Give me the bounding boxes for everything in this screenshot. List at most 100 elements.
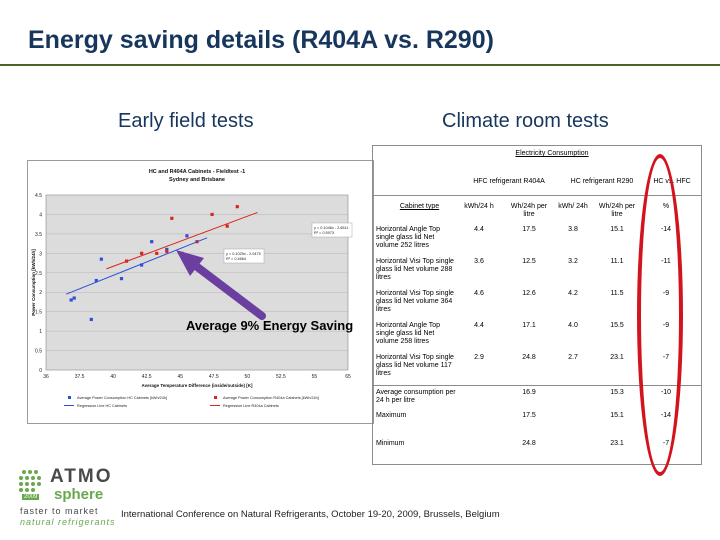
group-header-hc: HC refrigerant R290 [570, 178, 634, 185]
table-border-top [372, 145, 702, 146]
equation-text: y = 0.1046x - 2.6511 [314, 226, 348, 230]
y-tick-label: 0.5 [35, 349, 42, 355]
data-point [94, 278, 98, 283]
footer-conference: International Conference on Natural Refr… [121, 509, 500, 520]
logo-tagline-2: natural refrigerants [20, 517, 116, 527]
col-header-hc-wh-litre: Wh/24h per litre [598, 203, 636, 218]
table-summary-cell: 24.8 [522, 440, 536, 447]
table-row-label: Horizontal Angle Top single glass lid Ne… [376, 322, 441, 345]
y-tick-label: 3 [39, 251, 42, 257]
chart-title: HC and R404A Cabinets - Fieldtest -1 [149, 169, 245, 175]
data-point [165, 247, 169, 252]
table-summary-divider [372, 385, 702, 386]
table-cell: 11.1 [610, 258, 624, 265]
title-divider [0, 64, 720, 66]
table-row-label: Horizontal Angle Top single glass lid Ne… [376, 226, 441, 249]
data-point [155, 251, 159, 255]
table-cell: 4.4 [474, 322, 484, 329]
equation-r2: R² = 0.4664 [226, 257, 246, 261]
table-cell: 15.5 [610, 322, 624, 329]
chart-canvas: 0 0.5 1 1.5 2 2.5 3 3.5 4 4.5 36 37.5 40 42.5 45 47.5 50… [31, 169, 353, 408]
table-cell: 17.1 [522, 322, 536, 329]
y-axis-label: Power Consumption [kWh/24h] [31, 249, 36, 316]
x-tick-label: 55 [312, 374, 318, 380]
atmosphere-logo: ATMO sphere 2009 faster to market natura… [14, 466, 126, 530]
plot-area [45, 194, 349, 371]
equation-text: y = 0.1025x - 2.0475 [226, 252, 261, 256]
subtitle-early-field-tests: Early field tests [118, 110, 254, 132]
table-border-right [701, 145, 702, 465]
regression-line [65, 237, 208, 295]
data-point [140, 251, 144, 255]
col-header-hfc-wh-litre: Wh/24h per litre [510, 203, 548, 218]
data-point [225, 224, 229, 228]
legend-label: Regression Line HC Cabinets [77, 404, 127, 408]
group-header-hfc: HFC refrigerant R404A [473, 178, 545, 185]
table-summary-label: Average consumption per 24 h per litre [376, 389, 456, 404]
logo-tagline-1: faster to market [20, 506, 99, 516]
table-summary-cell: 17.5 [522, 412, 536, 419]
x-axis-label: Average Temperature Difference (inside/o… [141, 383, 253, 388]
table-cell: 12.6 [522, 290, 536, 297]
equation-box [311, 222, 353, 238]
y-tick-label: 4.5 [35, 193, 42, 199]
legend-marker [214, 396, 217, 399]
x-tick-label: 42.5 [142, 374, 152, 380]
energy-saving-label: Average 9% Energy Saving [186, 318, 354, 333]
legend-label: Regression Line R404a Cabinets [223, 404, 279, 408]
table-cell: 4.6 [474, 290, 484, 297]
legend-label: Average Power Consumption HC Cabinets [k… [77, 396, 167, 400]
data-point [69, 298, 73, 302]
y-tick-label: 2.5 [35, 271, 42, 277]
col-header-hfc-kwh: kWh/24 h [464, 203, 494, 210]
climate-room-table: Electricity Consumption HFC refrigerant … [372, 145, 702, 475]
x-tick-label: 45 [177, 374, 183, 380]
table-summary-cell: 15.1 [610, 412, 624, 419]
data-point [180, 251, 184, 255]
table-cell: 3.8 [568, 226, 578, 233]
logo-word-sphere: sphere [54, 486, 104, 503]
x-tick-label: 52.5 [276, 374, 286, 380]
data-point [150, 240, 154, 244]
x-tick-label: 47.5 [209, 374, 219, 380]
table-cell: 2.9 [474, 354, 484, 361]
legend-label: Average Power Consumption R404a Cabinets… [223, 396, 319, 400]
data-point [72, 296, 76, 300]
table-summary-label: Maximum [376, 412, 407, 419]
data-point [235, 205, 239, 209]
data-point [165, 249, 169, 253]
y-tick-label: 2 [39, 290, 42, 296]
table-header-electricity: Electricity Consumption [515, 150, 589, 157]
table-cell: 3.2 [568, 258, 578, 265]
highlight-ellipse [637, 154, 683, 476]
table-cell: 4.4 [474, 226, 484, 233]
table-cell: 2.7 [568, 354, 578, 361]
table-cell: 23.1 [610, 354, 624, 361]
table-border-bottom [372, 464, 702, 465]
x-tick-label: 65 [345, 374, 351, 380]
table-summary-cell: 23.1 [610, 440, 624, 447]
table-cell: 12.5 [522, 258, 536, 265]
x-tick-label: 36 [43, 374, 49, 380]
logo-year: 2009 [22, 494, 40, 500]
data-point [119, 277, 124, 281]
col-header-hc-kwh: kWh/ 24h [558, 203, 588, 210]
y-tick-label: 1.5 [35, 310, 42, 316]
table-cell: 11.5 [610, 290, 624, 297]
data-point [185, 234, 189, 238]
y-tick-label: 0 [39, 368, 42, 374]
table-cell: 17.5 [522, 226, 536, 233]
field-test-chart: 0 0.5 1 1.5 2 2.5 3 3.5 4 4.5 36 37.5 40 42.5 45 47.5 50… [27, 160, 374, 424]
chart-subtitle: Sydney and Brisbane [169, 177, 225, 183]
data-point [170, 216, 174, 220]
table-cell: 3.6 [474, 258, 484, 265]
regression-line [106, 212, 258, 270]
logo-word-atmo: ATMO [50, 466, 113, 487]
data-point [140, 263, 144, 267]
y-tick-label: 1 [39, 329, 42, 335]
table-summary-label: Minimum [376, 440, 405, 447]
table-cell: 4.2 [568, 290, 578, 297]
table-cell: 4.0 [568, 322, 578, 329]
table-border-left [372, 145, 373, 465]
col-header-cabinet-type: Cabinet type [399, 203, 440, 210]
